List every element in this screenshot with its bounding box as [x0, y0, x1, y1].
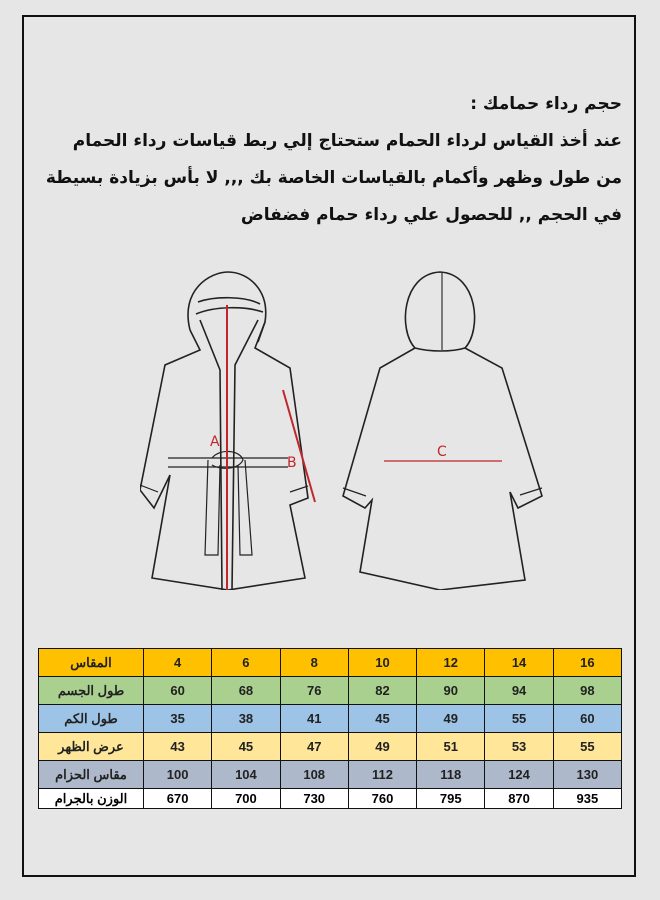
table-cell: 68 [211, 676, 281, 705]
table-cell: 10 [347, 648, 418, 677]
size-chart-table: المقاس 4 6 8 10 12 14 16 طول الجسم 60 68 76 82 90 94 98… [38, 648, 623, 809]
row-label: المقاس [38, 648, 144, 677]
table-cell: 670 [142, 788, 213, 809]
table-cell: 45 [347, 704, 418, 733]
description-line: من طول وظهر وأكمام بالقياسات الخاصة بك ,… [45, 168, 622, 188]
table-cell: 94 [484, 676, 554, 705]
table-cell: 49 [347, 732, 418, 761]
table-cell: 35 [142, 704, 213, 733]
table-cell: 104 [211, 760, 281, 789]
table-cell: 53 [484, 732, 554, 761]
description-line: عند أخذ القياس لرداء الحمام ستحتاج إلي ر… [72, 131, 622, 151]
table-cell: 55 [484, 704, 554, 733]
table-cell: 124 [484, 760, 554, 789]
table-cell: 130 [552, 760, 623, 789]
table-row: طول الجسم 60 68 76 82 90 94 98 [38, 676, 623, 705]
table-cell: 730 [279, 788, 349, 809]
table-row: الوزن بالجرام 670 700 730 760 795 870 935 [38, 788, 623, 809]
table-cell: 82 [347, 676, 418, 705]
table-cell: 41 [279, 704, 349, 733]
label-b: B [287, 455, 297, 471]
table-cell: 935 [552, 788, 623, 809]
table-cell: 51 [416, 732, 486, 761]
measure-line-b [282, 389, 316, 503]
row-label: عرض الظهر [38, 732, 144, 761]
table-cell: 700 [211, 788, 281, 809]
table-cell: 8 [279, 648, 349, 677]
row-label: الوزن بالجرام [38, 788, 144, 809]
table-cell: 76 [279, 676, 349, 705]
table-cell: 12 [416, 648, 486, 677]
table-cell: 4 [142, 648, 213, 677]
table-cell: 16 [552, 648, 623, 677]
table-cell: 112 [347, 760, 418, 789]
page-frame [22, 15, 636, 877]
table-cell: 870 [484, 788, 554, 809]
table-row: عرض الظهر 43 45 47 49 51 53 55 [38, 732, 623, 761]
robe-back-drawing [342, 271, 543, 590]
label-a: A [210, 434, 220, 450]
table-cell: 38 [211, 704, 281, 733]
table-cell: 55 [552, 732, 623, 761]
table-cell: 90 [416, 676, 486, 705]
table-cell: 98 [552, 676, 623, 705]
description-title: حجم رداء حمامك : [470, 94, 622, 114]
table-cell: 108 [279, 760, 349, 789]
table-cell: 43 [142, 732, 213, 761]
row-label: طول الجسم [38, 676, 144, 705]
table-row: مقاس الحزام 100 104 108 112 118 124 130 [38, 760, 623, 789]
row-label: مقاس الحزام [38, 760, 144, 789]
table-row: طول الكم 35 38 41 45 49 55 60 [38, 704, 623, 733]
measure-lines [226, 305, 502, 590]
description-line: في الحجم ,, للحصول علي رداء حمام فضفاض [240, 205, 622, 225]
table-cell: 49 [416, 704, 486, 733]
table-row: المقاس 4 6 8 10 12 14 16 [38, 648, 623, 677]
table-cell: 100 [142, 760, 213, 789]
table-cell: 118 [416, 760, 486, 789]
label-c: C [437, 444, 447, 460]
table-cell: 45 [211, 732, 281, 761]
robe-front-drawing [140, 271, 309, 590]
table-cell: 47 [279, 732, 349, 761]
table-cell: 795 [416, 788, 486, 809]
table-cell: 14 [484, 648, 554, 677]
table-cell: 760 [347, 788, 418, 809]
table-cell: 6 [211, 648, 281, 677]
size-description: حجم رداء حمامك : عند أخذ القياس لرداء ال… [36, 86, 622, 234]
table-cell: 60 [142, 676, 213, 705]
row-label: طول الكم [38, 704, 144, 733]
table-cell: 60 [552, 704, 623, 733]
robe-measurement-diagram: A B C [140, 271, 543, 590]
